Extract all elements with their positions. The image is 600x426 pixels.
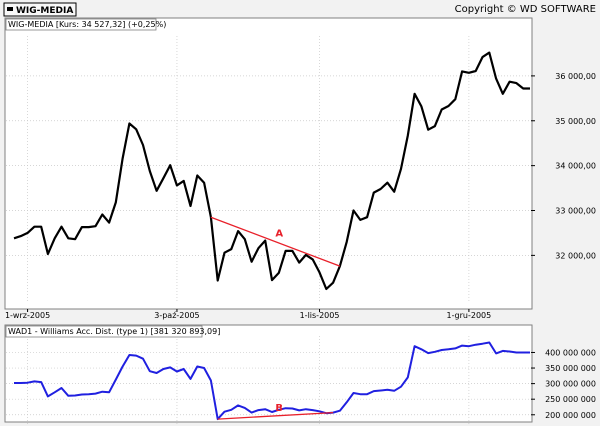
price-series-line (13, 51, 530, 291)
trendline-a-label: A (275, 229, 283, 240)
y-tick-label: 250 000 000 (545, 395, 596, 404)
indicator-grid (6, 336, 531, 425)
price-y-axis: 32 000,00 33 000,00 34 000,00 35 000,00 36 0… (531, 72, 596, 260)
x-tick-label: 1-lis-2005 (300, 311, 340, 320)
tab-label[interactable]: WIG-MEDIA (16, 6, 73, 16)
trendline-a (210, 216, 341, 267)
copyright-text: Copyright © WD SOFTWARE (455, 4, 596, 15)
x-tick-label: 3-paź-2005 (154, 311, 199, 320)
tab-handle-icon (7, 7, 13, 11)
x-tick-label: 1-wrz-2005 (5, 311, 50, 320)
indicator-y-axis: 200 000 000 250 000 000 300 000 000 350 000… (531, 348, 596, 420)
x-tick-label: 1-gru-2005 (447, 311, 492, 320)
wad-series-line (14, 341, 530, 421)
y-tick-label: 34 000,00 (555, 162, 596, 171)
trendline-b-label: B (275, 403, 283, 414)
price-x-axis: 1-wrz-2005 3-paź-2005 1-lis-2005 1-gru-2005 (5, 309, 491, 320)
price-header-box (5, 18, 157, 31)
y-tick-label: 350 000 000 (545, 364, 596, 373)
y-tick-label: 35 000,00 (555, 117, 596, 126)
price-header: WIG-MEDIA [Kurs: 34 527,32] (+0,25%) (8, 20, 166, 29)
trendline-b (217, 411, 334, 420)
indicator-header: WAD1 - Williams Acc. Dist. (type 1) [381… (8, 327, 220, 336)
y-tick-label: 32 000,00 (555, 251, 596, 260)
price-grid (6, 36, 531, 302)
indicator-panel (4, 324, 533, 423)
y-tick-label: 300 000 000 (545, 380, 596, 389)
tab-background[interactable] (3, 2, 77, 17)
y-tick-label: 200 000 000 (545, 411, 596, 420)
y-tick-label: 400 000 000 (545, 348, 596, 357)
indicator-header-box (5, 325, 203, 338)
y-tick-label: 36 000,00 (555, 72, 596, 81)
y-tick-label: 33 000,00 (555, 207, 596, 216)
